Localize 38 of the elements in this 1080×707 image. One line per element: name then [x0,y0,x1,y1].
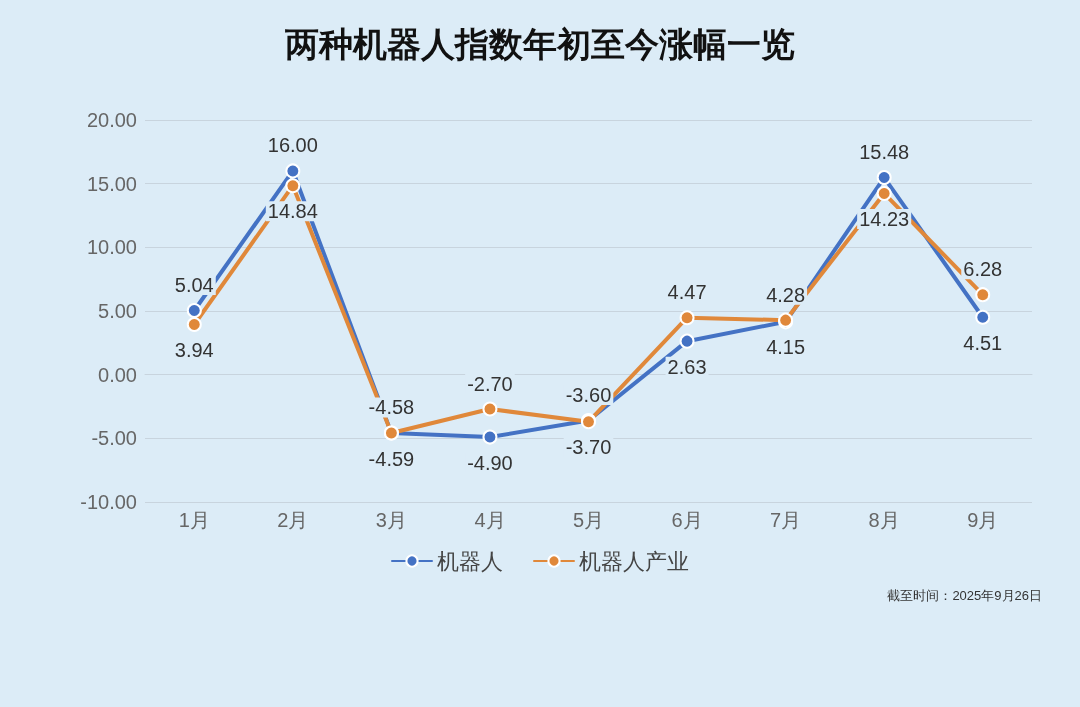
data-label: 4.28 [766,283,806,306]
y-tick-label: 15.00 [86,172,137,195]
legend-label: 机器人产业 [579,548,689,574]
x-tick-label: 9月 [967,509,999,531]
data-label: -3.70 [565,436,612,459]
data-label: 14.84 [267,200,318,223]
x-tick-label: 1月 [178,509,210,531]
data-label: -4.58 [368,396,415,419]
data-label: -2.70 [467,372,513,395]
y-tick-label: -10.00 [80,491,137,513]
x-tick-label: 6月 [671,509,703,531]
data-label: 16.00 [267,134,318,157]
x-tick-label: 5月 [572,509,605,531]
y-tick-label: 20.00 [86,109,137,131]
data-label: 4.47 [667,281,707,304]
y-tick-label: -5.00 [91,427,137,450]
y-tick-label: 0.00 [98,363,137,386]
data-label: -3.60 [565,384,612,407]
data-label: 4.15 [766,336,806,359]
text: 截至时间：2025年9月26日 [887,588,1043,603]
y-tick-label: 10.00 [86,236,137,259]
x-tick-label: 3月 [375,509,407,531]
legend-label: 机器人 [437,548,503,574]
data-label: -4.90 [467,451,513,474]
x-tick-label: 8月 [868,509,900,531]
data-label: -4.59 [368,447,415,470]
data-label: 6.28 [963,258,1003,281]
x-tick-label: 7月 [770,509,802,531]
x-tick-label: 4月 [474,509,506,531]
y-tick-label: 5.00 [98,300,137,322]
data-label: 14.23 [859,207,910,230]
data-label: 15.48 [859,141,910,164]
x-tick-label: 2月 [277,509,309,531]
data-label: 5.04 [174,273,214,296]
data-label: 4.51 [963,331,1003,354]
data-label: 2.63 [667,355,707,378]
data-label: 3.94 [174,339,214,361]
chart-title: 两种机器人指数年初至今涨幅一览 [284,25,795,63]
